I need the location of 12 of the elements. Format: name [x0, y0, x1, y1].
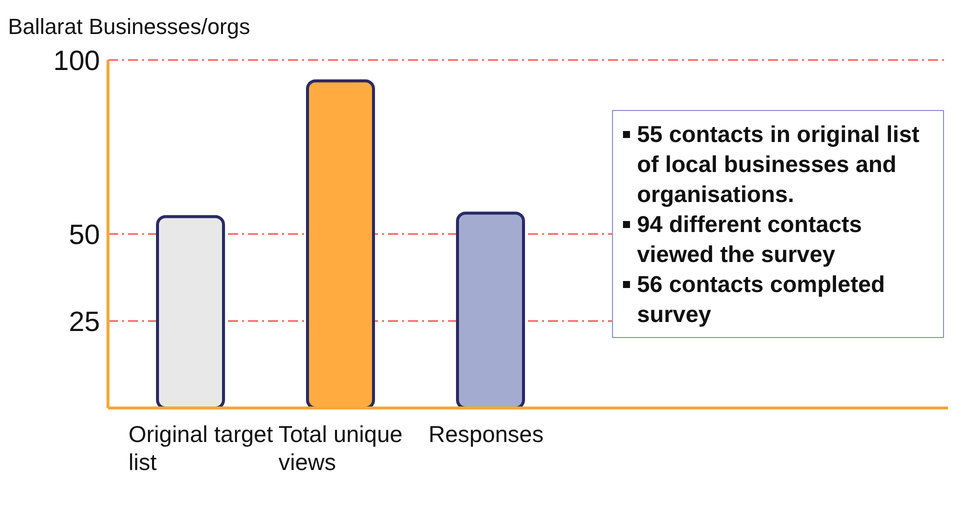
y-tick-label: 25 — [68, 306, 100, 337]
x-tick-label: Responses — [428, 421, 544, 447]
bar — [156, 215, 225, 408]
bar — [456, 212, 525, 408]
text: 56 contacts completed survey — [637, 270, 886, 329]
text: 55 contacts in original list of local businesses and organisations. — [637, 120, 920, 209]
y-tick-label: 50 — [68, 218, 100, 250]
x-tick-label: Total unique views — [278, 421, 403, 475]
text: 94 different contacts viewed the survey — [637, 210, 863, 269]
x-tick-label: Original target list — [128, 421, 274, 475]
y-tick-label: 100 — [53, 44, 100, 76]
y-axis-title: Ballarat Businesses/orgs — [8, 14, 250, 40]
